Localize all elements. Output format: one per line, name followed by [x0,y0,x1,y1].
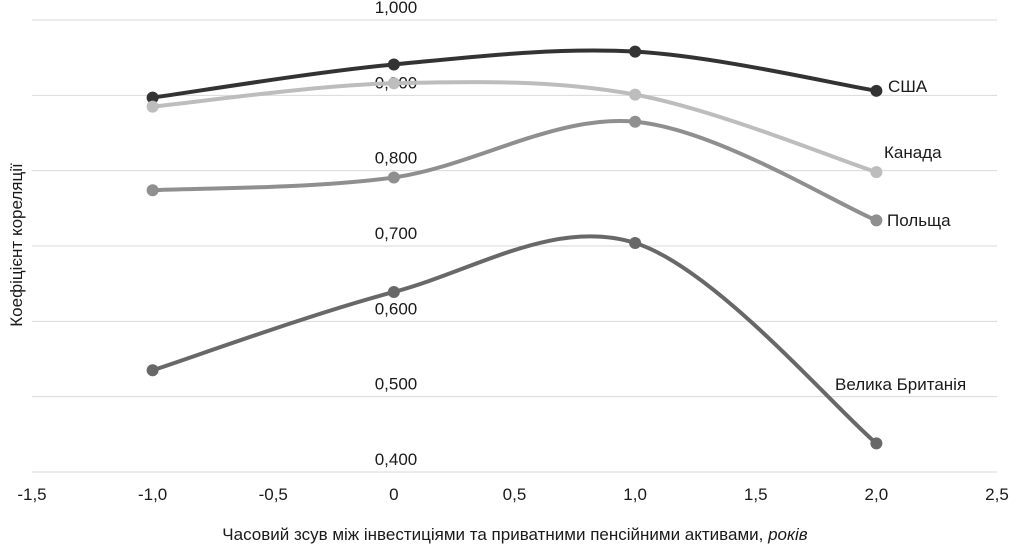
y-tick-label: 0,700 [375,224,418,243]
data-point [146,184,159,197]
series-lines [146,45,883,450]
x-axis-title: Часовий зсув між інвестиціями та приватн… [222,525,808,544]
data-point [387,58,400,71]
y-tick-label: 0,800 [375,149,418,168]
data-point [146,91,159,104]
series-line [150,80,879,175]
series-label: Польща [887,211,951,230]
data-point [146,364,159,377]
data-point [146,100,159,113]
y-tick-label: 1,000 [375,0,418,17]
y-tick-label: 0,600 [375,299,418,318]
data-point [387,285,400,298]
series-label: США [888,77,928,96]
data-point [870,84,883,97]
data-point [387,77,400,90]
x-axis-title-main: Часовий зсув між інвестиціями та приватн… [222,525,768,544]
series-line [150,234,879,446]
series-line [150,119,879,223]
series-label: Канада [884,143,942,162]
data-point [870,437,883,450]
x-tick-label: 0,5 [503,485,527,504]
x-tick-label: -1,5 [17,485,46,504]
series-label: Велика Британія [835,375,966,394]
y-tick-label: 0,400 [375,450,418,469]
data-point [870,214,883,227]
y-axis-title: Коефіцієнт кореляції [7,163,26,327]
series-labels: США Канада Польща Велика Британія [835,77,966,394]
x-tick-label: -1,0 [138,485,167,504]
series-line [150,48,879,100]
x-tick-label: 0 [389,485,398,504]
data-point [870,166,883,179]
x-tick-label: 2,0 [865,485,889,504]
gridlines [32,19,997,473]
x-tick-label: 2,5 [985,485,1009,504]
x-tick-label: 1,5 [744,485,768,504]
x-tick-label: 1,0 [623,485,647,504]
data-point [629,45,642,58]
x-axis-ticks: -1,5 -1,0 -0,5 0 0,5 1,0 1,5 2,0 2,5 [17,485,1008,504]
data-point [629,88,642,101]
x-tick-label: -0,5 [259,485,288,504]
y-tick-label: 0,500 [375,375,418,394]
data-point [387,171,400,184]
data-point [629,236,642,249]
data-point [629,115,642,128]
x-axis-title-unit: років [767,525,808,544]
